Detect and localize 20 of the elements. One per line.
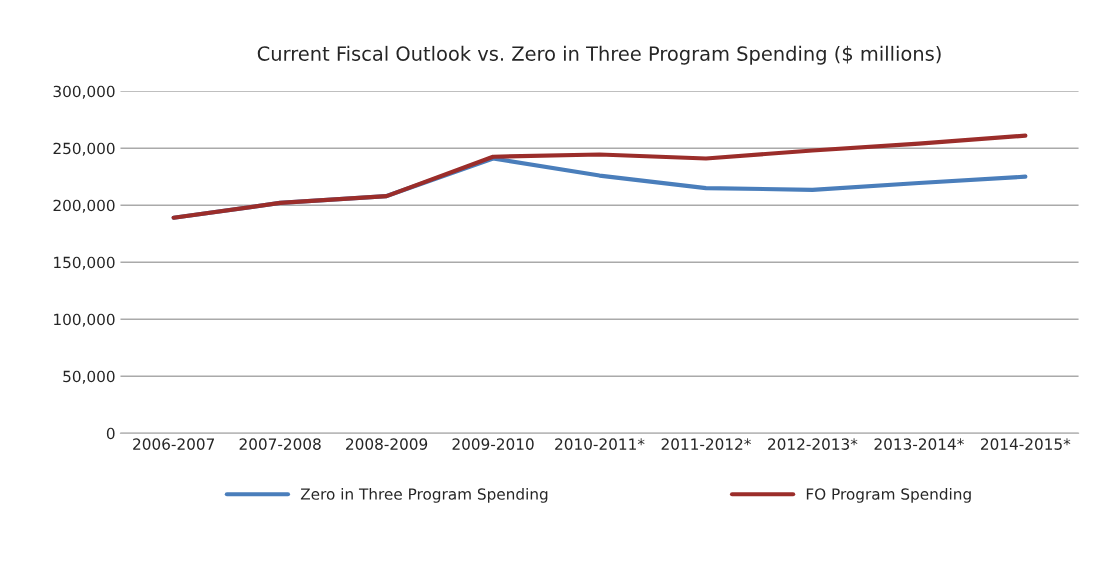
- y-tick-label: 150,000: [54, 256, 115, 270]
- y-tick-label: 250,000: [53, 142, 115, 156]
- legend-label: FO Program Spending: [806, 487, 971, 503]
- x-tick-label: 2011-2012*: [661, 438, 751, 450]
- y-tick-label: 0: [106, 427, 115, 440]
- x-tick-label: 2006-2007: [133, 438, 215, 450]
- y-tick-label: 200,000: [53, 199, 115, 213]
- y-tick-label: 50,000: [63, 370, 115, 384]
- x-tick-label: 2009-2010: [452, 438, 534, 450]
- line-series: [171, 133, 1028, 220]
- x-tick-label: 2013-2014*: [874, 438, 964, 450]
- x-tick-label: 2014-2015*: [981, 438, 1071, 450]
- x-tick-label: 2010-2011*: [555, 438, 645, 450]
- x-tick-label: 2007-2008: [239, 438, 321, 450]
- legend-label: Zero in Three Program Spending: [300, 487, 548, 503]
- chart-title: Current Fiscal Outlook vs. Zero in Three Program Spending ($ millions): [257, 45, 941, 65]
- x-tick-label: 2012-2013*: [768, 438, 858, 450]
- y-tick-label: 300,000: [53, 85, 115, 99]
- x-tick-label: 2008-2009: [346, 438, 428, 450]
- y-tick-label: 100,000: [54, 313, 115, 327]
